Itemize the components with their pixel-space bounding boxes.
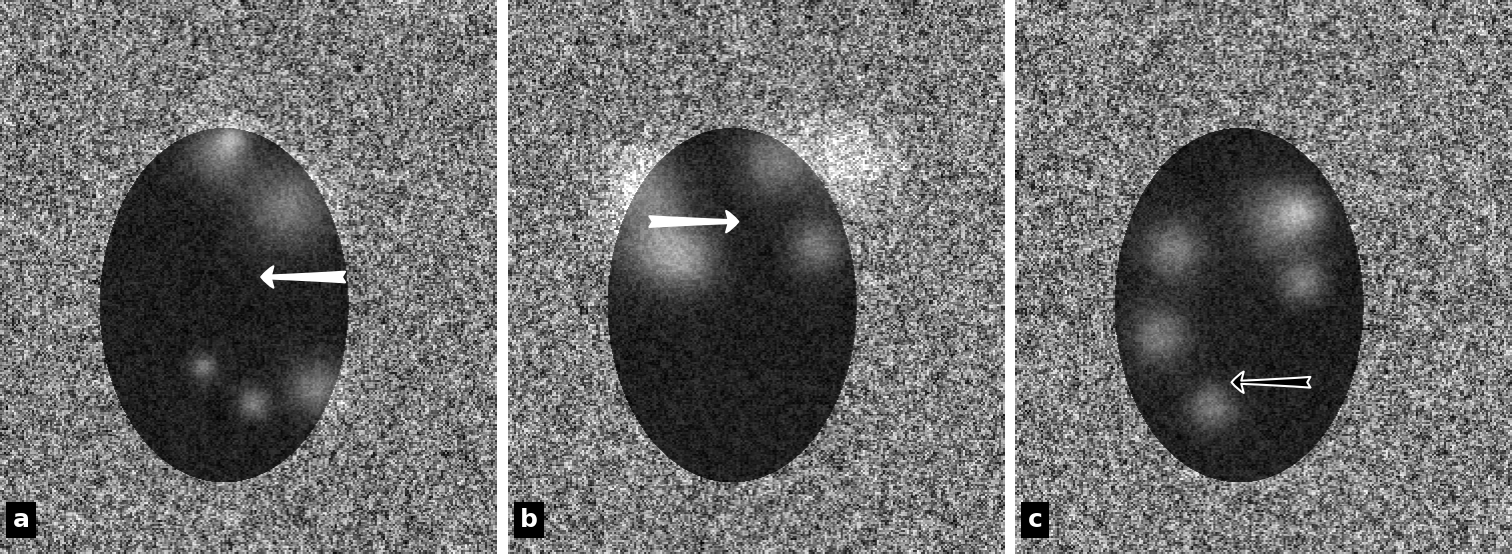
Text: a: a bbox=[12, 508, 29, 532]
Text: b: b bbox=[520, 508, 538, 532]
Text: c: c bbox=[1028, 508, 1042, 532]
